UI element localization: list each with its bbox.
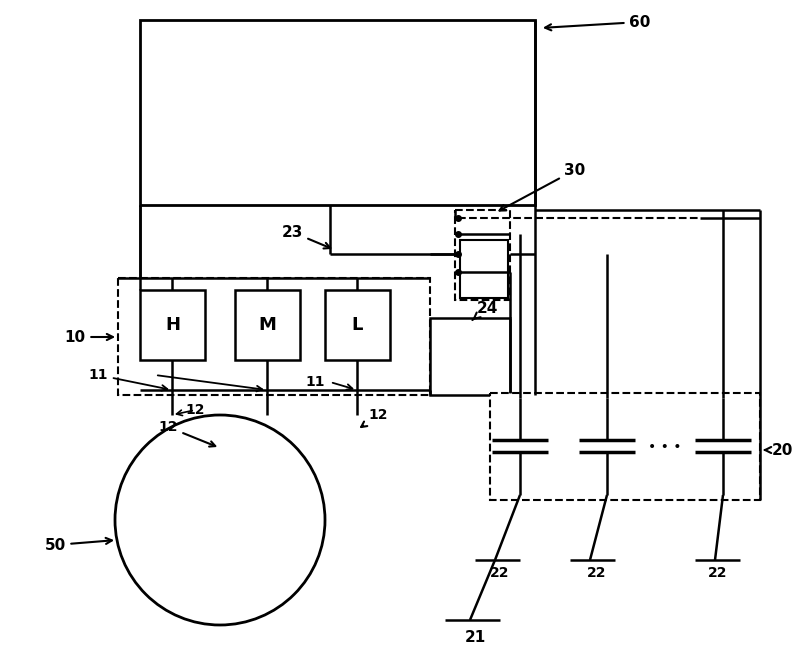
Text: 24: 24 [472, 300, 498, 320]
Text: M: M [258, 316, 277, 334]
Text: 12: 12 [186, 403, 205, 417]
Bar [490, 393, 760, 500]
Text: 30: 30 [499, 162, 586, 211]
Bar [235, 290, 300, 360]
Bar [140, 290, 205, 360]
Text: 22: 22 [587, 566, 606, 580]
Text: 10: 10 [65, 330, 113, 345]
Text: 21: 21 [464, 629, 486, 644]
Text: 11: 11 [89, 368, 167, 391]
Text: 50: 50 [44, 538, 112, 552]
Bar [118, 278, 430, 395]
Bar [460, 240, 508, 298]
Text: L: L [352, 316, 363, 334]
Bar [140, 20, 535, 205]
Text: 60: 60 [545, 15, 650, 30]
Bar [455, 210, 510, 300]
Text: 20: 20 [765, 442, 793, 457]
Text: 12: 12 [361, 408, 388, 427]
Text: 23: 23 [282, 225, 330, 249]
Bar [325, 290, 390, 360]
Bar [430, 318, 510, 395]
Text: 22: 22 [708, 566, 728, 580]
Text: 12: 12 [158, 420, 215, 447]
Text: 22: 22 [490, 566, 510, 580]
Text: H: H [165, 316, 180, 334]
Text: • • •: • • • [648, 440, 682, 454]
Text: 11: 11 [306, 375, 325, 389]
